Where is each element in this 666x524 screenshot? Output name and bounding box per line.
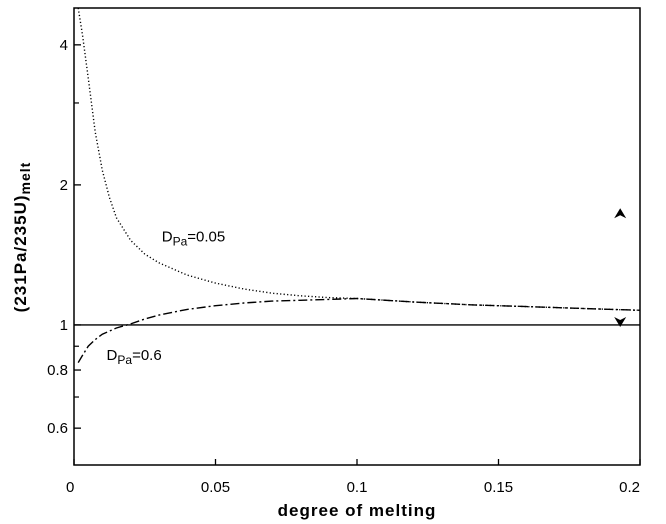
x-tick-label: 0.15: [484, 479, 513, 496]
series-label-2: DPa=0.6: [107, 347, 162, 367]
series-group: [77, 7, 641, 363]
y-tick-label: 4: [60, 37, 68, 54]
series-label-value: =0.6: [132, 347, 162, 364]
series-label-d: D: [107, 347, 118, 364]
x-axis-title: degree of melting: [278, 501, 437, 520]
series-line-2: [77, 297, 641, 363]
markers: [614, 208, 627, 327]
y-axis-title-sub: melt: [17, 162, 33, 195]
series-line-1: [77, 7, 641, 311]
x-tick-label: 0.1: [347, 479, 368, 496]
marker-triangle-up: [614, 208, 627, 219]
series-label-d: D: [162, 229, 173, 246]
x-tick-label: 0.2: [619, 479, 640, 496]
y-axis-title: (231Pa/235U)melt: [11, 162, 33, 313]
y-axis-title-main: (231Pa/235U): [11, 194, 30, 312]
marker-triangle-down: [614, 316, 627, 327]
y-axis-ticks: 0.6 0.8 1 2 4: [47, 37, 81, 437]
series-label-1: DPa=0.05: [162, 229, 226, 249]
y-tick-label: 1: [60, 317, 68, 334]
x-axis-ticks: 0 0.05 0.1 0.15 0.2: [66, 459, 641, 496]
y-tick-label: 0.8: [47, 362, 68, 379]
x-tick-label: 0: [66, 479, 74, 496]
svg-text:(231Pa/235U)melt: (231Pa/235U)melt: [11, 162, 33, 313]
plot-frame: [73, 7, 641, 466]
y-tick-label: 2: [60, 177, 68, 194]
x-tick-label: 0.05: [201, 479, 230, 496]
series-label-sub: Pa: [117, 353, 132, 367]
series-label-value: =0.05: [187, 229, 225, 246]
series-label-sub: Pa: [173, 235, 188, 249]
y-tick-label: 0.6: [47, 420, 68, 437]
